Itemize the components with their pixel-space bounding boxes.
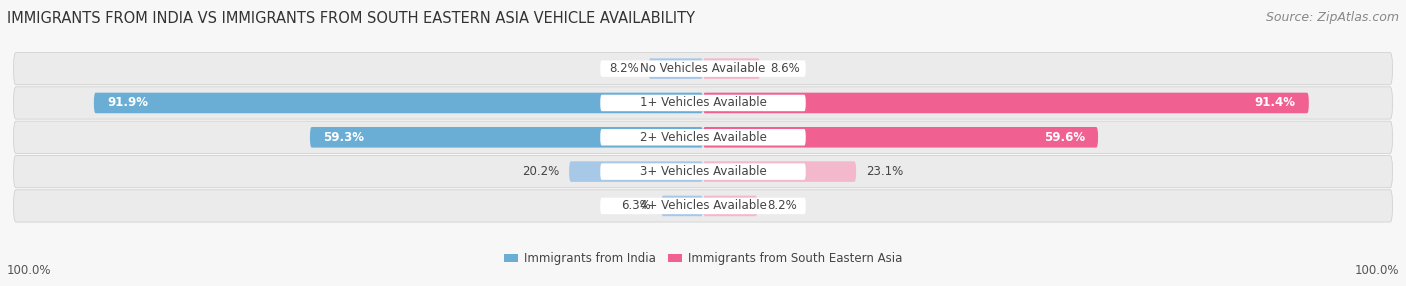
FancyBboxPatch shape bbox=[661, 196, 703, 216]
Text: 6.3%: 6.3% bbox=[621, 199, 651, 212]
Text: 2+ Vehicles Available: 2+ Vehicles Available bbox=[640, 131, 766, 144]
FancyBboxPatch shape bbox=[600, 60, 806, 77]
FancyBboxPatch shape bbox=[14, 87, 1392, 119]
Text: No Vehicles Available: No Vehicles Available bbox=[640, 62, 766, 75]
Text: 59.6%: 59.6% bbox=[1043, 131, 1085, 144]
Text: 4+ Vehicles Available: 4+ Vehicles Available bbox=[640, 199, 766, 212]
FancyBboxPatch shape bbox=[703, 58, 761, 79]
FancyBboxPatch shape bbox=[703, 196, 758, 216]
Text: 20.2%: 20.2% bbox=[522, 165, 560, 178]
Text: 1+ Vehicles Available: 1+ Vehicles Available bbox=[640, 96, 766, 110]
Text: 100.0%: 100.0% bbox=[1354, 265, 1399, 277]
FancyBboxPatch shape bbox=[600, 198, 806, 214]
FancyBboxPatch shape bbox=[703, 93, 1309, 113]
FancyBboxPatch shape bbox=[600, 129, 806, 146]
Text: Source: ZipAtlas.com: Source: ZipAtlas.com bbox=[1265, 11, 1399, 24]
FancyBboxPatch shape bbox=[600, 163, 806, 180]
Text: 8.6%: 8.6% bbox=[770, 62, 800, 75]
Text: 100.0%: 100.0% bbox=[7, 265, 52, 277]
FancyBboxPatch shape bbox=[14, 53, 1392, 85]
FancyBboxPatch shape bbox=[14, 190, 1392, 222]
Text: 8.2%: 8.2% bbox=[768, 199, 797, 212]
Text: 91.9%: 91.9% bbox=[107, 96, 148, 110]
FancyBboxPatch shape bbox=[94, 93, 703, 113]
FancyBboxPatch shape bbox=[14, 121, 1392, 153]
FancyBboxPatch shape bbox=[703, 127, 1098, 148]
Text: 8.2%: 8.2% bbox=[609, 62, 638, 75]
FancyBboxPatch shape bbox=[600, 95, 806, 111]
FancyBboxPatch shape bbox=[703, 161, 856, 182]
FancyBboxPatch shape bbox=[569, 161, 703, 182]
FancyBboxPatch shape bbox=[648, 58, 703, 79]
Legend: Immigrants from India, Immigrants from South Eastern Asia: Immigrants from India, Immigrants from S… bbox=[503, 252, 903, 265]
Text: 59.3%: 59.3% bbox=[323, 131, 364, 144]
Text: 91.4%: 91.4% bbox=[1254, 96, 1295, 110]
Text: IMMIGRANTS FROM INDIA VS IMMIGRANTS FROM SOUTH EASTERN ASIA VEHICLE AVAILABILITY: IMMIGRANTS FROM INDIA VS IMMIGRANTS FROM… bbox=[7, 11, 695, 26]
FancyBboxPatch shape bbox=[14, 156, 1392, 188]
Text: 3+ Vehicles Available: 3+ Vehicles Available bbox=[640, 165, 766, 178]
Text: 23.1%: 23.1% bbox=[866, 165, 903, 178]
FancyBboxPatch shape bbox=[309, 127, 703, 148]
